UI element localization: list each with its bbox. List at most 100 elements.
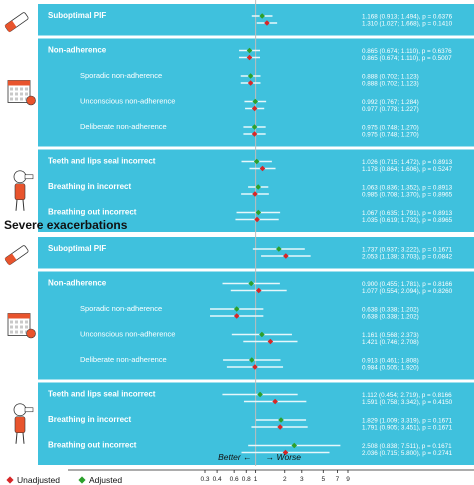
- row-label: Teeth and lips seal incorrect: [48, 390, 156, 399]
- row-label: Teeth and lips seal incorrect: [48, 157, 156, 166]
- legend-marker: [6, 476, 14, 484]
- estimate-text: 0.975 (0.748; 1.270): [362, 131, 419, 138]
- row-label: Sporadic non-adherence: [80, 304, 162, 313]
- section-title: Severe exacerbations: [4, 218, 128, 232]
- row-label: Breathing out incorrect: [48, 208, 137, 217]
- adjusted-marker: [255, 209, 262, 216]
- calendar-header: [8, 313, 30, 319]
- estimate-text: 0.888 (0.702; 1.123): [362, 80, 419, 87]
- estimate-text: 0.985 (0.708; 1.370), p = 0.8965: [362, 191, 453, 198]
- unadjusted-marker: [252, 364, 258, 370]
- adjusted-marker: [246, 47, 253, 54]
- row-texts: Suboptimal PIF 1.168 (0.913; 1.494), p = …: [4, 11, 453, 457]
- unadjusted-marker: [255, 287, 262, 294]
- estimate-text: 1.035 (0.619; 1.732), p = 0.8965: [362, 217, 453, 224]
- inhaler: [24, 407, 34, 413]
- estimate-text: 1.112 (0.454; 2.719), p = 0.8166: [362, 392, 452, 399]
- inhaler-icon: [4, 245, 29, 266]
- pill: [26, 328, 36, 339]
- leg: [22, 432, 25, 444]
- estimate-text: 1.168 (0.913; 1.494), p = 0.6376: [362, 13, 453, 20]
- row-label: Unconscious non-adherence: [80, 330, 175, 339]
- row-label: Suboptimal PIF: [48, 244, 106, 253]
- direction-worse: → Worse: [266, 452, 302, 462]
- adjusted-marker: [248, 357, 255, 363]
- unadjusted-marker: [267, 338, 274, 345]
- row-label: Non-adherence: [48, 279, 107, 288]
- estimate-text: 0.977 (0.778; 1.227): [362, 106, 419, 113]
- estimate-text: 1.178 (0.864; 1.606), p = 0.5247: [362, 166, 453, 173]
- estimate-text: 1.310 (1.027; 1.668), p = 0.1410: [362, 20, 453, 27]
- estimate-text: 2.508 (0.838; 7.511), p = 0.1671: [362, 443, 452, 450]
- calendar-cell: [15, 325, 18, 329]
- tick-label: 0.3: [200, 476, 209, 483]
- unadjusted-marker: [233, 313, 240, 319]
- direction-better: Better ←: [218, 452, 252, 462]
- head: [13, 170, 27, 184]
- tick-label: 0.4: [213, 476, 222, 483]
- row-label: Non-adherence: [48, 46, 107, 55]
- estimate-text: 0.975 (0.748; 1.270): [362, 124, 419, 131]
- calendar-cell: [20, 87, 23, 91]
- adjusted-marker: [257, 391, 263, 398]
- unadjusted-marker: [259, 165, 266, 172]
- leg: [15, 432, 18, 444]
- tick-label: 2: [283, 476, 287, 483]
- tick-label: 0.6: [230, 476, 239, 483]
- row-label: Deliberate non-adherence: [80, 355, 167, 364]
- calendar-cell: [25, 320, 28, 324]
- adjusted-marker: [276, 246, 282, 252]
- legend-marker: [78, 476, 86, 484]
- estimate-text: 1.591 (0.758; 3.342), p = 0.4150: [362, 399, 453, 406]
- calendar-cell: [25, 92, 28, 96]
- calendar-cell: [15, 87, 18, 91]
- calendar-cell: [15, 97, 18, 101]
- estimate-text: 2.036 (0.715; 5.800), p = 0.2741: [362, 450, 453, 457]
- inhaler-cap: [4, 20, 17, 33]
- row-label: Sporadic non-adherence: [80, 71, 162, 80]
- adjusted-marker: [252, 98, 259, 105]
- calendar-cell: [15, 320, 18, 324]
- estimate-text: 0.638 (0.338; 1.202): [362, 306, 419, 313]
- adjusted-marker: [259, 331, 265, 338]
- adjusted-marker: [253, 158, 260, 165]
- adjusted-marker: [248, 280, 254, 287]
- calendar-cell: [20, 92, 23, 96]
- calendar-cell: [25, 325, 28, 329]
- torso: [14, 183, 26, 201]
- calendar-pills-icon: [7, 80, 36, 106]
- legend: Unadjusted Adjusted: [6, 475, 122, 485]
- calendar-cell: [25, 87, 28, 91]
- adjusted-marker: [255, 184, 261, 190]
- head: [13, 403, 27, 417]
- row-label: Breathing in incorrect: [48, 415, 131, 424]
- estimate-text: 1.791 (0.905; 3.451), p = 0.1671: [362, 424, 453, 431]
- patient-inhaler-icon: [13, 170, 34, 211]
- calendar-cell: [10, 330, 13, 334]
- estimate-text: 1.063 (0.836; 1.352), p = 0.8913: [362, 184, 453, 191]
- illustration-icons: [4, 12, 36, 444]
- estimate-text: 1.161 (0.568; 2.373): [362, 332, 419, 339]
- inhaler-cap: [4, 253, 17, 266]
- x-axis: Better ← → Worse 0.3 0.4 0.6 0.8 1 2 3 5 7 9: [68, 452, 474, 483]
- tick-label: 7: [336, 476, 340, 483]
- unadjusted-marker: [283, 253, 289, 259]
- adjusted-marker: [259, 13, 265, 19]
- unadjusted-marker: [247, 80, 254, 86]
- calendar-cell: [15, 330, 18, 334]
- tick-label: 9: [346, 476, 350, 483]
- unadjusted-marker: [272, 398, 278, 405]
- row-label: Suboptimal PIF: [48, 11, 106, 20]
- row-label: Unconscious non-adherence: [80, 97, 175, 106]
- unadjusted-marker: [246, 54, 253, 61]
- pill: [26, 95, 36, 106]
- estimate-text: 0.992 (0.767; 1.284): [362, 99, 419, 106]
- unadjusted-marker: [277, 424, 283, 430]
- estimate-text: 1.077 (0.554; 2.094), p = 0.8260: [362, 288, 453, 295]
- estimate-marks: [210, 13, 341, 456]
- calendar-cell: [10, 325, 13, 329]
- calendar-cell: [10, 97, 13, 101]
- estimate-text: 0.888 (0.702; 1.123): [362, 73, 419, 80]
- unadjusted-marker: [282, 449, 289, 456]
- calendar-cell: [10, 92, 13, 96]
